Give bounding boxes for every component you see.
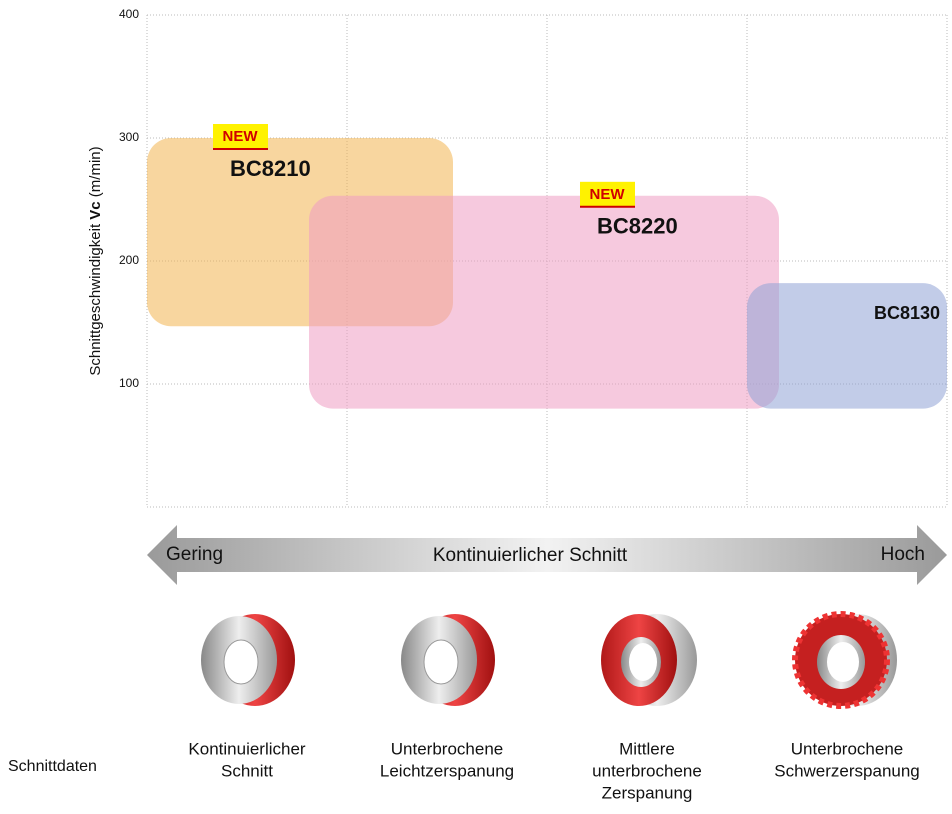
new-badge: NEW (580, 181, 635, 208)
category-label: Leichtzerspanung (380, 761, 514, 780)
badge-bg (213, 124, 268, 149)
tool-icons (201, 611, 897, 709)
category-label: Mittlere (619, 739, 675, 758)
range-box (309, 195, 779, 409)
series-label: BC8210 (230, 156, 311, 181)
series-label: BC8130 (874, 303, 940, 323)
y-label-text: Schnittgeschwindigkeit (87, 223, 104, 376)
category-label: Zerspanung (602, 783, 693, 802)
range-box (747, 283, 947, 409)
badge-bg (580, 181, 635, 207)
arrow-right-label: Hoch (881, 544, 925, 565)
category-label: Schnitt (221, 761, 273, 780)
badge-text: NEW (590, 186, 626, 203)
category-label: unterbrochene (592, 761, 702, 780)
y-tick-label: 100 (119, 376, 139, 390)
category-label: Schwerzerspanung (774, 761, 920, 780)
arrow (147, 525, 947, 585)
y-label-unit: (m/min) (87, 146, 104, 197)
y-axis-label: Schnittgeschwindigkeit Vc (m/min) (87, 146, 104, 375)
badge-text: NEW (223, 128, 259, 145)
series-label: BC8220 (597, 214, 678, 239)
y-tick-label: 300 (119, 130, 139, 144)
y-tick-label: 200 (119, 253, 139, 267)
y-label-bold: Vc (87, 201, 104, 219)
arrow-left-label: Gering (166, 544, 223, 565)
category-label: Unterbrochene (791, 739, 903, 758)
category-label: Kontinuierlicher (188, 739, 306, 758)
category-label: Unterbrochene (391, 739, 503, 758)
y-tick-label: 400 (119, 7, 139, 21)
arrow-center-label: Kontinuierlicher Schnitt (433, 545, 628, 566)
row-label: Schnittdaten (8, 758, 97, 775)
new-badge: NEW (213, 124, 268, 150)
